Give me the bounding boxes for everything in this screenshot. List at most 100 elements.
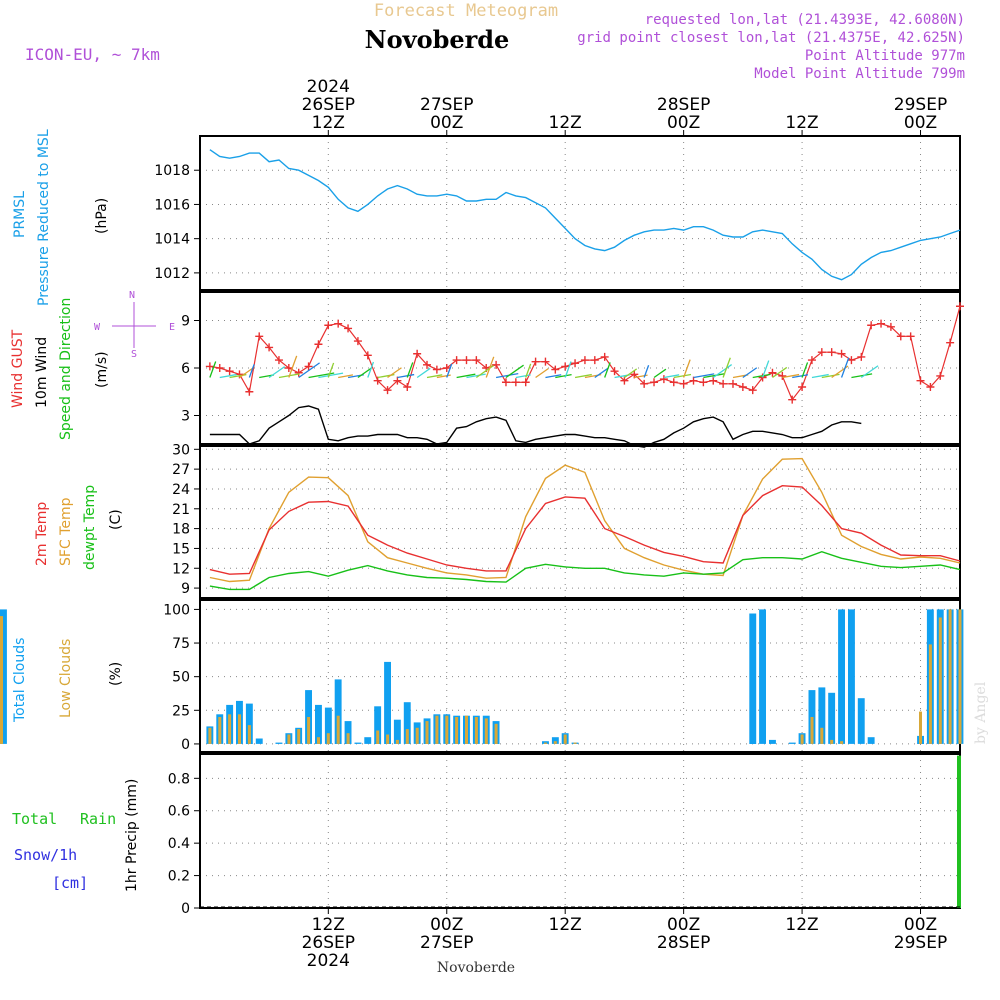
- gust-marker: [344, 324, 353, 333]
- wind-arrow: [298, 362, 320, 379]
- gust-marker: [600, 352, 609, 361]
- gust-marker: [877, 319, 886, 328]
- gust-marker: [393, 376, 402, 385]
- gust-marker: [501, 378, 510, 387]
- wind-panel: 3 6 9: [181, 291, 964, 448]
- total-cloud-bar: [334, 679, 342, 744]
- wind-arrow: [515, 374, 531, 379]
- point-altitude: Point Altitude 977m: [805, 48, 965, 64]
- temp2m-line: [209, 484, 961, 575]
- low-cloud-bar: [307, 717, 311, 744]
- total-cloud-bar: [393, 719, 401, 744]
- gust-marker: [886, 322, 895, 331]
- gust-marker: [916, 376, 925, 385]
- gust-marker: [926, 383, 935, 391]
- low-cloud-bar: [218, 717, 222, 744]
- wind-arrow: [851, 373, 873, 379]
- low-cloud-bar: [820, 727, 824, 744]
- pressure-unit: (hPa): [94, 198, 110, 234]
- wind-arrow: [722, 357, 731, 378]
- gust-marker: [847, 356, 856, 365]
- snow-label: Snow/1h: [14, 846, 77, 864]
- low-cloud-bar: [800, 734, 804, 744]
- wind-arrow: [338, 374, 354, 379]
- y-tick-label: 6: [181, 361, 190, 377]
- total-cloud-bar: [788, 742, 796, 744]
- credit-watermark: by Angel: [973, 681, 989, 744]
- gust-marker: [778, 371, 787, 380]
- gust-marker: [541, 357, 550, 366]
- wind-arrow: [860, 365, 879, 379]
- total-cloud-bar: [828, 692, 836, 744]
- gust-marker: [640, 379, 649, 388]
- wind-arrow: [604, 362, 611, 378]
- wind-arrow: [555, 373, 572, 379]
- total-cloud-bar: [769, 739, 776, 744]
- gust-marker: [610, 367, 619, 376]
- gust-marker: [472, 356, 481, 365]
- low-cloud-bar: [346, 733, 350, 744]
- gust-marker: [689, 376, 698, 385]
- y-tick-label: 1018: [154, 163, 190, 179]
- top-axis-year: 2024: [307, 77, 350, 97]
- gust-marker: [492, 360, 501, 369]
- low-cloud-bar: [830, 739, 834, 744]
- gust-marker: [383, 386, 392, 395]
- total-cloud-bar: [749, 613, 757, 744]
- wind-arrow: [357, 367, 372, 379]
- low-cloud-bar: [336, 715, 340, 744]
- bottom-axis-date: 27SEP: [420, 933, 473, 953]
- footer-station: Novoberde: [437, 960, 515, 976]
- gust-marker: [571, 359, 580, 368]
- product-title: Forecast Meteogram: [374, 1, 558, 21]
- wind-arrow: [456, 373, 476, 379]
- total-cloud-bar: [384, 661, 391, 744]
- bottom-axis-hour: 00Z: [667, 915, 700, 935]
- gust-marker: [561, 362, 570, 371]
- gust-marker: [719, 379, 728, 388]
- total-cloud-bar: [759, 609, 766, 744]
- wind-arrow: [239, 367, 254, 379]
- wind-arrow: [505, 364, 524, 379]
- total-cloud-bar: [245, 703, 253, 744]
- wind-label: 10m Wind: [34, 337, 50, 408]
- dewpt-line: [209, 550, 961, 591]
- low-cloud-bar: [928, 644, 932, 744]
- wind-unit: (m/s): [94, 351, 110, 388]
- wind-arrow: [693, 373, 715, 379]
- y-tick-label: 21: [172, 502, 190, 518]
- total-rain-label: Total: [12, 810, 57, 828]
- gust-marker: [334, 319, 343, 328]
- low-cloud-bar: [958, 609, 962, 744]
- low-clouds-label: Low Clouds: [58, 639, 74, 718]
- gust-marker: [452, 356, 461, 365]
- model-label: ICON-EU, ~ 7km: [25, 45, 160, 64]
- gust-marker: [590, 356, 599, 365]
- gust-marker: [669, 378, 678, 387]
- wind-arrow: [761, 360, 770, 378]
- top-axis-date: 26SEP: [302, 95, 355, 115]
- wind-arrow: [535, 368, 549, 379]
- low-cloud-bar: [386, 734, 390, 744]
- total-cloud-bar: [324, 707, 332, 744]
- gust-marker: [245, 387, 254, 396]
- y-tick-label: 1014: [154, 232, 190, 248]
- gust-marker: [423, 360, 432, 369]
- wind-arrow: [475, 364, 494, 379]
- low-cloud-bar: [465, 715, 468, 744]
- sfc-temp-label: SFC Temp: [58, 497, 74, 566]
- low-cloud-bar: [544, 742, 547, 744]
- wind-arrow: [545, 374, 562, 379]
- wind-arrow: [318, 372, 344, 379]
- y-tick-label: 9: [181, 314, 190, 330]
- total-cloud-bar: [857, 698, 865, 744]
- bottom-axis-hour: 00Z: [904, 915, 937, 935]
- top-axis-hour: 00Z: [667, 113, 700, 133]
- gust-marker: [728, 379, 737, 388]
- gust-marker: [650, 378, 659, 387]
- low-cloud-bar: [445, 715, 449, 744]
- low-cloud-bar: [484, 718, 488, 744]
- total-cloud-bar: [403, 702, 411, 744]
- gust-marker: [551, 365, 560, 374]
- gust-marker: [768, 368, 777, 377]
